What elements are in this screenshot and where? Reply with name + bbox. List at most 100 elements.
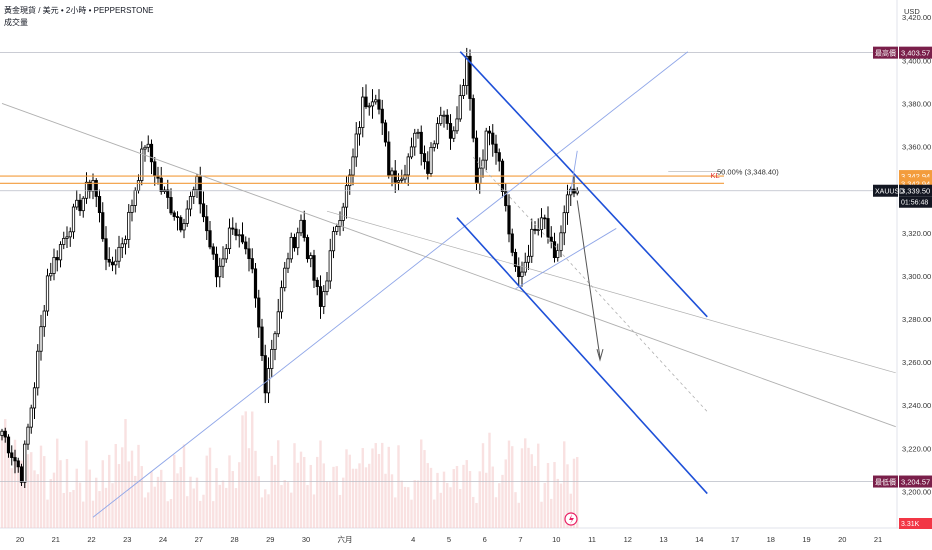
volume-bar [566,464,569,528]
candle-bear [312,255,316,281]
volume-bar [72,489,75,528]
volume-value-box [899,518,932,529]
volume-bar [26,454,30,528]
candle-bull [403,174,407,180]
volume-bar [449,487,452,528]
volume-bar [82,501,85,528]
volume-bar [462,464,465,528]
volume-bar [228,455,231,528]
candle-bull [354,133,358,158]
key-level-price-label: 3,342.94 [901,179,930,188]
x-tick-label: 6 [483,535,487,544]
volume-bar [251,411,254,528]
support-trend-line[interactable] [326,210,896,374]
volume-bar [368,463,371,528]
volume-bar [296,462,299,528]
volume-bar [212,501,215,528]
candle-bear [260,326,264,357]
candle-bull [52,257,56,274]
channel-upper-line[interactable] [459,51,708,318]
volume-bar [358,463,361,528]
volume-bar [371,448,374,528]
volume-bar [238,462,241,528]
volume-bar [231,471,234,528]
projection-dashed-line[interactable] [472,157,708,412]
candle-bull [442,114,446,117]
candle-bull [367,105,371,108]
volume-bar [270,455,273,528]
x-tick-label: 11 [588,535,596,544]
candle-bear [487,130,492,134]
candle-bull [91,180,95,192]
volume-bar [426,463,429,528]
small-channel-line[interactable] [515,228,617,290]
candle-bear [513,251,518,267]
key-level-price-label: 3,342.94 [901,172,930,181]
volume-bar [546,462,550,528]
volume-bar [556,478,559,528]
candle-bear [175,216,180,218]
forecast-arrow-line[interactable] [576,200,601,358]
volume-value-label: 3.31K [901,521,920,528]
volume-bar [95,477,98,528]
channel-lower-line[interactable] [456,217,708,495]
candle-bull [58,244,63,261]
small-trend-line[interactable] [570,150,578,192]
candle-bear [263,355,267,394]
candle-bull [84,181,89,199]
volume-bar [394,497,397,528]
volume-bar [325,481,329,528]
candle-bull [192,189,196,197]
volume-bar [338,494,342,528]
volume-bar [153,486,156,528]
volume-bar [173,454,176,528]
long-trend-line[interactable] [1,103,896,428]
candle-bull [120,243,124,248]
candle-bull [416,131,420,134]
candle-bear [231,227,235,230]
candle-bull [75,199,79,208]
volume-bar [472,496,475,528]
volume-bar [481,443,485,528]
candle-bull [188,196,193,210]
volume-bar [517,502,520,528]
rising-trend-line[interactable] [92,51,689,518]
candle-bear [468,55,472,99]
volume-bar [420,439,423,528]
y-tick-label: 3,380.00 [902,99,931,108]
candle-bear [205,216,209,232]
candle-bull [32,387,37,409]
candle-bull [348,174,352,187]
volume-bar [465,460,468,528]
candle-bear [159,177,163,192]
volume-bar [442,471,446,528]
volume-bar [169,499,173,528]
candle-bear [494,143,498,154]
candle-bull [39,326,43,352]
volume-bar [23,477,26,528]
candle-bear [110,261,115,266]
volume-bar [59,460,62,528]
y-tick-label: 3,260.00 [902,358,931,367]
countdown-label: 01:56:48 [901,200,928,207]
volume-bar [264,489,267,528]
volume-bar [49,479,52,528]
volume-bar [166,501,169,528]
volume-bar [433,499,436,528]
candle-bull [146,143,150,148]
volume-bar [20,460,23,528]
y-tick-label: 3,200.00 [902,487,931,496]
candle-bull [370,101,375,107]
volume-bar [329,481,332,528]
candle-bear [94,180,98,197]
volume-bar [413,480,416,528]
volume-bar [195,477,199,528]
candle-bear [315,279,319,288]
candle-bear [552,241,557,259]
volume-bar [511,446,514,528]
volume-bar [537,443,540,528]
candle-bull [484,130,488,161]
candle-bear [240,234,245,243]
volume-bar [553,462,556,528]
